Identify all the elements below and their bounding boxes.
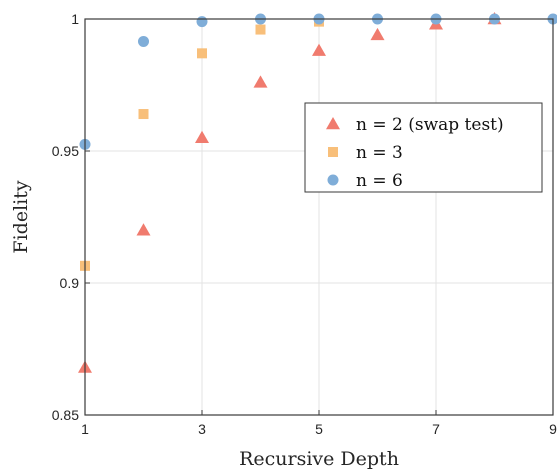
y-tick-label: 0.95 <box>52 143 79 159</box>
tick-labels: 1 3 5 7 9 0.85 0.9 0.95 1 <box>52 11 557 437</box>
plot-frame <box>84 18 554 416</box>
y-tick-label: 0.9 <box>60 275 80 291</box>
legend-circle-icon <box>327 174 339 186</box>
legend: n = 2 (swap test) n = 3 n = 6 <box>304 102 543 193</box>
legend-label: n = 6 <box>356 171 403 191</box>
square-point <box>255 24 266 35</box>
x-axis-label: Recursive Depth <box>239 448 399 470</box>
x-tick-label: 7 <box>432 421 440 437</box>
x-tick-label: 3 <box>198 421 206 437</box>
y-tick-label: 1 <box>71 11 79 27</box>
triangle-point <box>370 27 385 41</box>
triangle-point <box>253 75 268 88</box>
legend-box <box>304 102 543 193</box>
square-point <box>138 109 149 120</box>
circle-point <box>138 35 149 47</box>
y-tick-label: 0.85 <box>52 407 79 423</box>
legend-label: n = 3 <box>356 143 403 163</box>
square-point <box>197 48 207 59</box>
y-axis-label: Fidelity <box>10 180 32 253</box>
x-tick-label: 9 <box>549 421 557 437</box>
triangle-point <box>136 223 151 236</box>
x-tick-label: 5 <box>315 421 323 437</box>
x-tick-label: 1 <box>81 421 89 437</box>
triangle-point <box>195 130 209 144</box>
legend-triangle-icon <box>326 117 340 130</box>
legend-square-icon <box>328 147 338 157</box>
grid <box>84 18 554 416</box>
circle-point <box>196 16 208 28</box>
triangle-point <box>312 43 326 56</box>
legend-label: n = 2 (swap test) <box>356 115 504 135</box>
